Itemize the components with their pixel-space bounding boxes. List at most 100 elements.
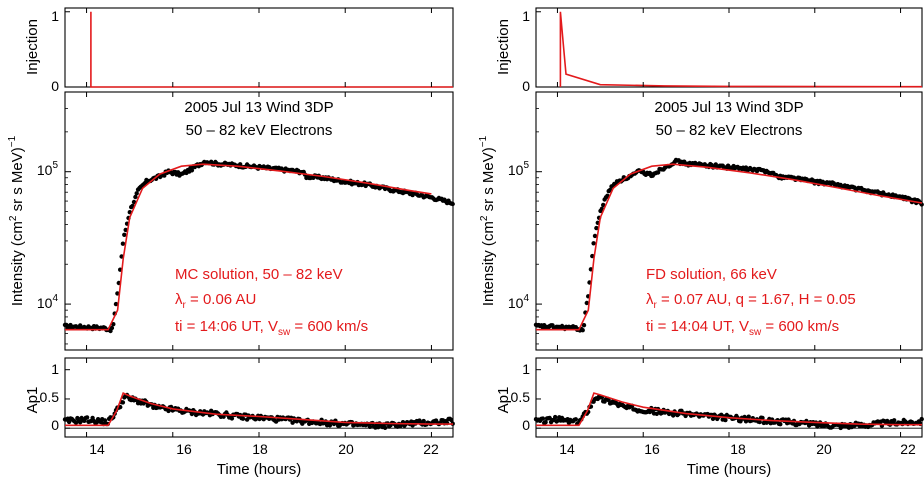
intensity-model-line [536,163,923,331]
ap1-tick-label: 0 [522,417,530,433]
x-tick-label: 14 [559,441,575,457]
ap1-observed-point [760,415,765,421]
intensity-observed-point [133,194,138,200]
intensity-tick-label: 105 [37,160,59,178]
intensity-tick-label: 104 [508,293,530,311]
intensity-observed-point [581,323,587,328]
ap1-observed-point [553,414,558,420]
ap1-observed-point [166,408,171,414]
injection-axis-label: Injection [495,19,512,75]
ap1-observed-point [376,425,381,430]
ap1-observed-point [382,425,388,430]
intensity-observed-point [591,241,596,246]
x-tick-label: 22 [423,441,439,457]
ap1-observed-point [66,419,72,425]
ap1-observed-point [421,418,426,424]
tick-marks [65,8,432,437]
injection-axis-label: Injection [24,19,41,75]
intensity-model-curve [536,163,923,331]
chart-title-line2: 50 – 82 keV Electrons [186,122,333,139]
intensity-observed-point [131,199,137,205]
x-axis-label: Time (hours) [217,461,301,478]
chart-title-line2: 50 – 82 keV Electrons [656,122,803,139]
injection-tick-label: 1 [51,8,59,24]
x-tick-label: 16 [644,441,660,457]
ap1-tick-label: 0.5 [511,389,531,405]
intensity-observed-point [601,202,606,208]
intensity-tick-label: 105 [508,160,530,178]
ap1-axis-label: Ap1 [24,387,41,414]
ap1-model-line [65,392,453,427]
chart-title-line1: 2005 Jul 13 Wind 3DP [184,99,333,116]
panel-right: 0 1 Injection 104 105 Intensity (cm2 sr … [478,7,924,478]
ap1-observed-point [102,418,108,423]
injection-tick-label: 0 [51,78,59,94]
solution-annotation-line3: ti = 14:04 UT, Vsw = 600 km/s [646,318,839,338]
intensity-observed-point [120,241,126,246]
x-tick-label: 20 [338,441,354,457]
intensity-axis-label: Intensity (cm2 sr s MeV)−1 [478,135,497,306]
x-tick-label: 18 [730,441,746,457]
ap1-observed-point [710,416,716,421]
injection-tick-label: 0 [522,78,530,94]
intensity-observed-point [584,300,589,306]
ap1-observed-point [327,423,333,428]
ap1-observed-point [367,424,373,429]
intensity-observed-points [62,159,455,334]
ap1-observed-point [449,417,454,423]
x-axis-label: Time (hours) [687,461,771,478]
intensity-observed-point [580,328,585,333]
ap1-observed-point [573,417,578,422]
ap1-observed-point [757,419,762,425]
injection-profile-line [559,11,923,88]
intensity-observed-point [605,193,610,198]
intensity-observed-point [109,325,115,331]
ap1-tick-label: 1 [51,361,59,377]
injection-axes [64,7,454,88]
ap1-model-curve [536,392,922,427]
intensity-model-curve [65,163,432,331]
x-tick-label: 22 [900,441,916,457]
intensity-model-line [65,163,432,331]
solution-annotation-line3: ti = 14:06 UT, Vsw = 600 km/s [175,318,368,338]
intensity-observed-point [450,201,455,207]
ap1-tick-label: 0.5 [40,389,60,405]
intensity-observed-point [162,173,167,178]
injection-series [559,11,923,88]
intensity-observed-point [122,232,127,237]
intensity-observed-point [111,322,116,327]
ap1-observed-point [120,400,126,405]
ap1-tick-label: 1 [522,361,530,377]
ap1-model-curve [65,392,453,427]
intensity-observed-point [592,233,598,239]
x-tick-label: 20 [816,441,832,457]
ap1-observed-point [778,422,783,427]
intensity-observed-point [594,225,599,231]
x-tick-label: 18 [252,441,268,457]
tick-marks [536,8,902,437]
solution-annotation-line2: λr = 0.06 AU [175,291,256,311]
injection-axes [535,7,923,88]
ap1-observed-point [229,416,235,421]
intensity-observed-point [134,191,139,196]
ap1-observed-point [919,416,924,422]
ap1-axis-label: Ap1 [495,387,512,414]
solution-annotation-line1: FD solution, 66 keV [646,266,777,283]
intensity-observed-point [113,301,119,307]
intensity-tick-label: 104 [37,293,59,311]
intensity-observed-point [655,170,661,175]
x-tick-label: 16 [176,441,192,457]
ap1-observed-point [723,417,728,423]
ap1-observed-point [84,415,90,420]
ap1-model-line [536,392,922,427]
ap1-observed-point [240,416,246,421]
ap1-observed-point [746,414,751,419]
chart-title-line1: 2005 Jul 13 Wind 3DP [654,99,803,116]
ap1-tick-label: 0 [51,417,59,433]
ap1-observed-point [540,416,546,421]
x-tick-label: 14 [89,441,105,457]
intensity-observed-point [189,168,195,173]
solution-annotation-line1: MC solution, 50 – 82 keV [175,266,343,283]
ap1-observed-point [892,418,897,423]
